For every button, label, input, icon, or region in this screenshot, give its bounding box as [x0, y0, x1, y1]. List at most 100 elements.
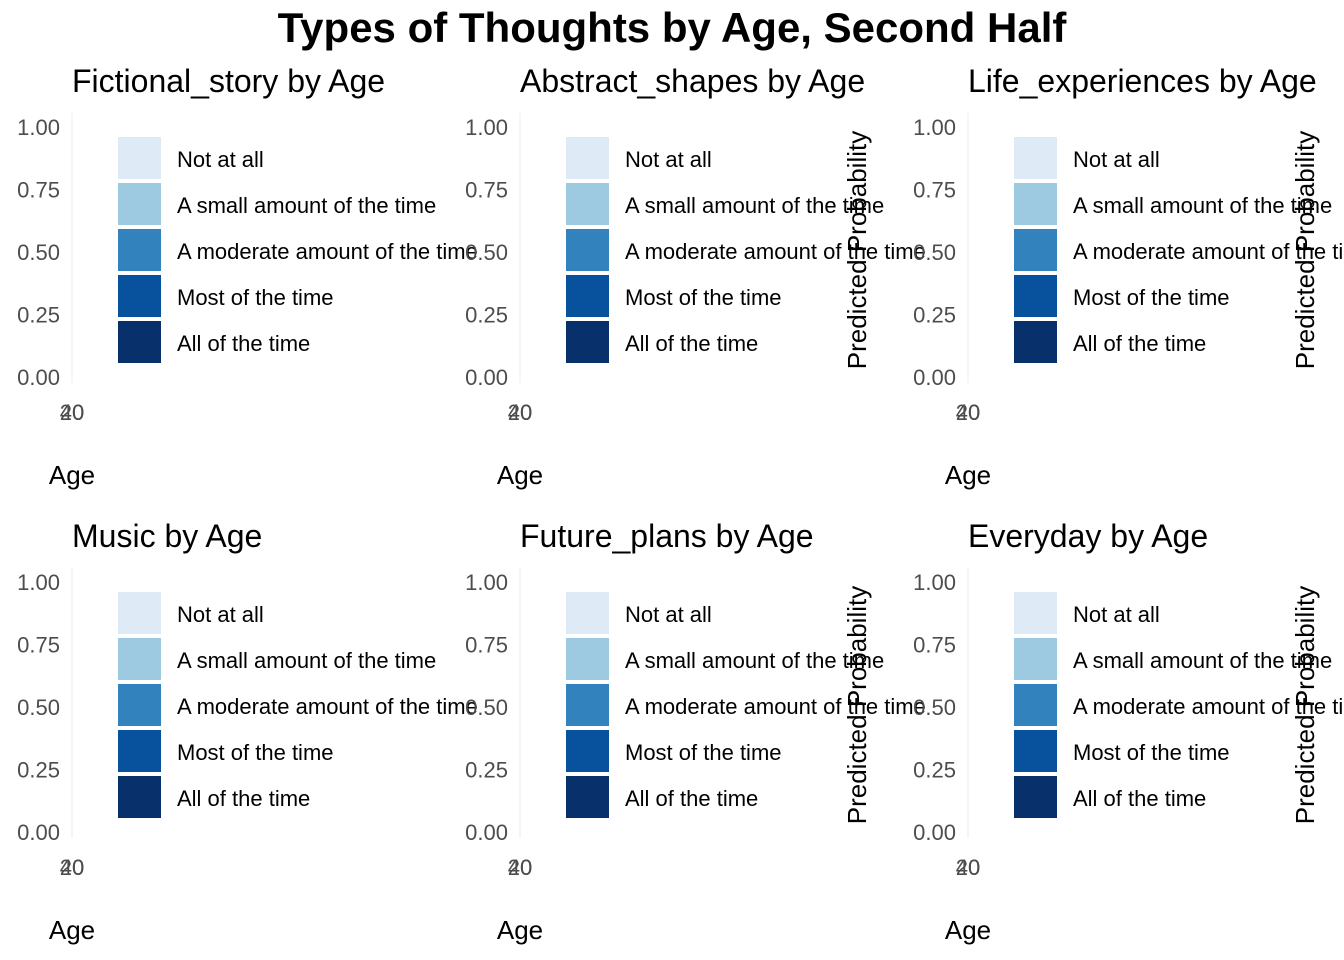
y-tick-label: 1.00 — [17, 570, 60, 595]
legend-swatch — [118, 776, 161, 818]
panel-title: Life_experiences by Age — [968, 63, 1317, 99]
legend-swatch — [566, 275, 609, 317]
legend-label: Not at all — [625, 147, 712, 172]
legend-swatch — [118, 275, 161, 317]
y-tick-label: 0.25 — [913, 758, 956, 783]
legend-swatch — [1014, 638, 1057, 680]
legend-swatch — [566, 183, 609, 225]
y-tick-label: 0.75 — [913, 178, 956, 203]
panel-title: Music by Age — [72, 518, 262, 554]
y-tick-label: 0.00 — [465, 820, 508, 845]
legend-swatch — [1014, 684, 1057, 726]
legend-swatch — [566, 137, 609, 179]
y-tick-label: 0.50 — [465, 240, 508, 265]
y-tick-label: 0.25 — [17, 758, 60, 783]
panel-title: Abstract_shapes by Age — [520, 63, 865, 99]
y-tick-label: 1.00 — [465, 570, 508, 595]
y-tick-label: 0.50 — [17, 240, 60, 265]
y-tick-label: 1.00 — [913, 115, 956, 140]
panel-title: Fictional_story by Age — [72, 63, 385, 99]
x-axis-label: Age — [497, 915, 543, 945]
legend-label: A small amount of the time — [1073, 193, 1332, 218]
legend-swatch — [1014, 137, 1057, 179]
legend-label: A small amount of the time — [177, 648, 436, 673]
y-tick-label: 0.75 — [465, 633, 508, 658]
legend-label: Not at all — [1073, 147, 1160, 172]
legend-label: All of the time — [625, 786, 758, 811]
legend-swatch — [1014, 229, 1057, 271]
y-tick-label: 0.25 — [913, 303, 956, 328]
legend-label: Not at all — [625, 602, 712, 627]
y-tick-label: 0.25 — [465, 758, 508, 783]
legend-label: All of the time — [177, 786, 310, 811]
figure-title: Types of Thoughts by Age, Second Half — [278, 4, 1068, 51]
y-tick-label: 0.75 — [465, 178, 508, 203]
legend-label: A moderate amount of the time — [1073, 239, 1344, 264]
x-tick-label: 20 — [956, 400, 980, 425]
legend-label: Not at all — [177, 147, 264, 172]
legend-label: A moderate amount of the time — [625, 239, 926, 264]
legend-swatch — [1014, 592, 1057, 634]
y-tick-label: 0.00 — [465, 365, 508, 390]
x-axis-label: Age — [49, 460, 95, 490]
legend-label: Most of the time — [625, 740, 782, 765]
y-tick-label: 0.50 — [465, 695, 508, 720]
legend-swatch — [566, 776, 609, 818]
y-tick-label: 1.00 — [913, 570, 956, 595]
legend-label: Most of the time — [177, 740, 334, 765]
y-axis-label: Predicted Probability — [1290, 131, 1320, 369]
y-tick-label: 0.50 — [913, 695, 956, 720]
y-tick-label: 1.00 — [465, 115, 508, 140]
legend-swatch — [566, 638, 609, 680]
x-tick-label: 20 — [956, 855, 980, 880]
legend-label: Most of the time — [177, 285, 334, 310]
legend-label: All of the time — [177, 331, 310, 356]
x-tick-label: 20 — [60, 400, 84, 425]
x-tick-label: 20 — [60, 855, 84, 880]
legend-label: A moderate amount of the time — [1073, 694, 1344, 719]
x-tick-label: 40 — [508, 855, 532, 880]
x-tick-label: 40 — [60, 400, 84, 425]
legend-label: A moderate amount of the time — [177, 694, 478, 719]
y-tick-label: 0.25 — [465, 303, 508, 328]
x-axis-label: Age — [49, 915, 95, 945]
legend-label: Not at all — [177, 602, 264, 627]
legend-label: A small amount of the time — [177, 193, 436, 218]
legend-swatch — [118, 638, 161, 680]
legend-label: A moderate amount of the time — [177, 239, 478, 264]
legend-swatch — [566, 592, 609, 634]
legend-swatch — [118, 183, 161, 225]
y-axis-label: Predicted Probability — [1290, 586, 1320, 824]
legend-label: All of the time — [625, 331, 758, 356]
y-axis-label: Predicted Probability — [842, 131, 872, 369]
y-tick-label: 0.50 — [913, 240, 956, 265]
x-tick-label: 40 — [508, 400, 532, 425]
panel-5: Future_plans by Age 1.00 0.75 0.50 0.25 0.004… — [465, 518, 926, 945]
panel-1: Fictional_story by Age 1.00 0.75 0.50 0.25 0.… — [17, 63, 478, 490]
legend-label: All of the time — [1073, 331, 1206, 356]
legend-swatch — [118, 229, 161, 271]
legend-swatch — [118, 730, 161, 772]
legend-swatch — [566, 684, 609, 726]
panel-title: Everyday by Age — [968, 518, 1208, 554]
legend-label: All of the time — [1073, 786, 1206, 811]
legend-swatch — [118, 321, 161, 363]
y-axis-label: Predicted Probability — [842, 586, 872, 824]
legend-swatch — [1014, 275, 1057, 317]
legend-swatch — [1014, 321, 1057, 363]
y-tick-label: 0.75 — [17, 633, 60, 658]
legend-label: A moderate amount of the time — [625, 694, 926, 719]
legend-swatch — [1014, 730, 1057, 772]
y-tick-label: 0.00 — [17, 365, 60, 390]
legend-swatch — [118, 137, 161, 179]
panel-title: Future_plans by Age — [520, 518, 814, 554]
x-tick-label: 20 — [508, 400, 532, 425]
legend-label: A small amount of the time — [625, 193, 884, 218]
x-tick-label: 40 — [956, 855, 980, 880]
y-tick-label: 0.00 — [17, 820, 60, 845]
x-tick-label: 20 — [508, 855, 532, 880]
legend-swatch — [566, 730, 609, 772]
legend-swatch — [566, 321, 609, 363]
